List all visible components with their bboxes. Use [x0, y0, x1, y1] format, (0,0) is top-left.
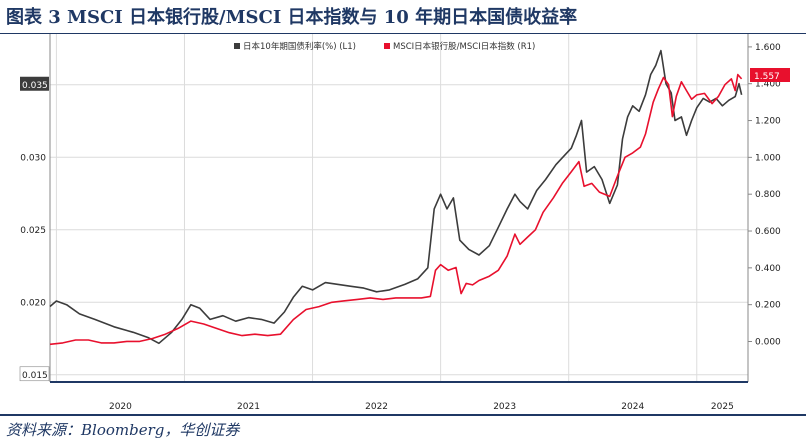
ratio-series-line: [49, 73, 743, 346]
y-right-tick-label: 0.800: [755, 190, 781, 200]
legend-swatch-yield: [234, 43, 240, 49]
x-tick-label: 2025: [711, 402, 734, 412]
x-tick-label: 2020: [109, 402, 132, 412]
legend: 日本10年期国债利率(%) (L1) MSCI日本银行股/MSCI日本指数 (R1…: [234, 41, 535, 52]
yield-series-line: [49, 49, 743, 345]
x-tick-label: 2023: [493, 402, 516, 412]
left-bottom-annotation-label: 0.015: [22, 371, 48, 381]
y-right-tick-label: 0.000: [755, 337, 781, 347]
source-note: 资料来源：Bloomberg，华创证券: [6, 421, 240, 439]
y-right-tick-label: 1.600: [755, 43, 781, 53]
plot-background: [0, 34, 806, 414]
left-annotation-tag: [20, 76, 49, 91]
x-tick-label: 2021: [237, 402, 260, 412]
y-right-tick-label: 1.400: [755, 80, 781, 90]
y-right-tick-label: 1.000: [755, 153, 781, 163]
legend-label-yield: 日本10年期国债利率(%) (L1): [243, 41, 356, 52]
x-tick-label: 2022: [365, 402, 388, 412]
chart-canvas: 0.015 0.020 0.025 0.030 0.035 0.000 0.200 0.400…: [0, 34, 806, 414]
left-bottom-annotation-tag: [19, 366, 50, 382]
legend-swatch-ratio: [384, 43, 390, 49]
last-value-tag: [750, 68, 790, 82]
legend-label-ratio: MSCI日本银行股/MSCI日本指数 (R1): [393, 41, 535, 52]
y-right-tick-label: 0.200: [755, 301, 781, 311]
source-divider: [0, 414, 806, 416]
last-value-label: 1.557: [754, 72, 780, 82]
axes-layer: 0.015 0.020 0.025 0.030 0.035 0.000 0.200 0.400…: [20, 34, 781, 412]
y-right-tick-label: 0.600: [755, 227, 781, 237]
chart-title: 图表 3 MSCI 日本银行股/MSCI 日本指数与 10 年期日本国债收益率: [6, 7, 578, 28]
left-annotation-label: 0.035: [22, 81, 48, 91]
y-left-tick-label: 0.030: [20, 153, 46, 163]
y-left-tick-label: 0.025: [20, 226, 46, 236]
series-layer: [49, 49, 743, 346]
x-tick-label: 2024: [621, 402, 644, 412]
y-right-tick-label: 0.400: [755, 264, 781, 274]
value-tags: 1.557 0.035 0.015: [19, 68, 790, 382]
y-left-tick-label: 0.020: [20, 298, 46, 308]
y-right-tick-label: 1.200: [755, 117, 781, 127]
